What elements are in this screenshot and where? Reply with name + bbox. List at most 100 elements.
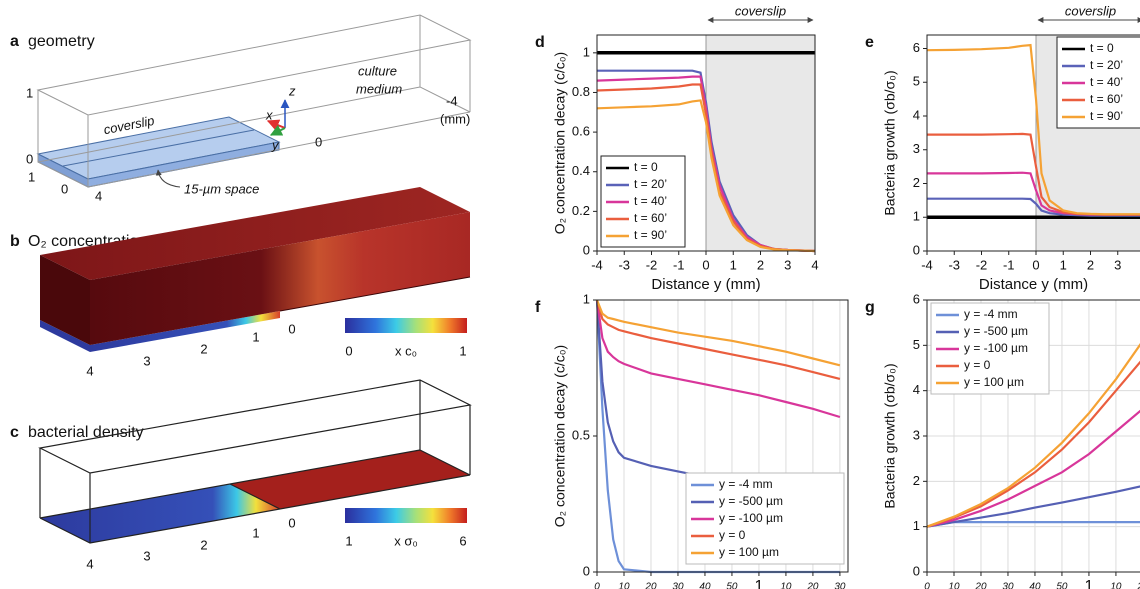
panel-letter: g: [865, 299, 875, 316]
y-tick-label: 3: [913, 427, 920, 442]
y-tick-label: 3: [913, 141, 920, 156]
x-tick-label: 0: [702, 257, 709, 272]
length-tick: 3: [143, 548, 150, 563]
domain-wireframe: [38, 379, 472, 544]
x-tick-label: 40: [699, 582, 711, 589]
x-tick-label: 30: [672, 582, 684, 589]
medium-label: culture: [358, 63, 397, 78]
length-tick: 1: [252, 329, 259, 344]
y-tick-label: 1: [913, 518, 920, 533]
x-tick-label: -3: [618, 257, 630, 272]
panel-letter: c: [10, 424, 19, 441]
colorbar: [345, 508, 467, 523]
x-tick-label: 20: [806, 582, 819, 589]
panel-letter: d: [535, 34, 545, 51]
gap-label: 15-µm space: [184, 181, 259, 196]
legend-label: y = -100 µm: [964, 341, 1028, 355]
coverslip-end: [40, 320, 90, 352]
y-tick-label: 5: [913, 337, 920, 352]
legend-label: y = -500 µm: [964, 324, 1028, 338]
legend-label: t = 60’: [1090, 92, 1123, 106]
length-tick: 1: [252, 525, 259, 540]
y-tick-label: 1: [583, 291, 590, 306]
annotation: coverslip: [1065, 3, 1116, 18]
x-tick-label: 10: [948, 582, 960, 589]
x-tick-label: 4: [811, 257, 818, 272]
box-front: [90, 212, 470, 345]
legend-label: t = 20’: [1090, 58, 1123, 72]
series-line: [596, 99, 816, 253]
x-axis-label: Distance y (mm): [651, 276, 760, 293]
floor-density: [40, 484, 280, 543]
y-tick-label: 1: [583, 44, 590, 59]
colorbar-max: 1: [459, 343, 466, 358]
legend-label: t = 0: [634, 160, 658, 174]
legend-label: t = 20’: [634, 177, 667, 191]
length-tick: 4: [86, 556, 93, 571]
x-tick-label: 40: [1029, 582, 1041, 589]
x-tick-label: 10: [618, 582, 630, 589]
x-tick-label: 20: [974, 582, 987, 589]
length-tick: 0: [288, 515, 295, 530]
series-line: [926, 43, 1140, 216]
y-axis-label: O₂ concentration decay (c/c₀): [552, 52, 568, 234]
x-tick-label: 20: [1136, 582, 1140, 589]
x-tick-label: 10: [780, 582, 792, 589]
colorbar-max: 6: [459, 533, 466, 548]
x-tick-label: 1: [1060, 257, 1067, 272]
legend-label: y = 100 µm: [719, 545, 779, 559]
legend-label: y = -4 mm: [719, 477, 773, 491]
length-tick: 0: [288, 321, 295, 336]
length-tick: 2: [200, 341, 207, 356]
y-tick-label: 0: [583, 563, 590, 578]
x-tick-label: 30: [1002, 582, 1014, 589]
panel-title: bacterial density: [28, 424, 144, 441]
length-tick: -4: [446, 93, 458, 108]
x-tick-label: 20: [644, 582, 657, 589]
box-top: [40, 187, 470, 280]
legend-label: y = 0: [964, 358, 991, 372]
y-tick-label: 4: [913, 382, 920, 397]
x-tick-label: 3: [784, 257, 791, 272]
x-axis-label: Distance y (mm): [979, 276, 1088, 293]
y-axis-label: O₂ concentration decay (c/c₀): [552, 345, 568, 527]
legend-label: t = 0: [1090, 41, 1114, 55]
height-tick: 0: [26, 151, 33, 166]
panel-letter: b: [10, 233, 20, 250]
series-line: [595, 299, 841, 380]
series-line: [595, 299, 841, 367]
y-axis-label: Bacteria growth (σb/σ₀): [882, 363, 898, 508]
y-tick-label: 0.8: [572, 84, 590, 99]
x-tick-label: 30: [834, 582, 846, 589]
x-tick-label: -2: [976, 257, 988, 272]
length-tick: 4: [86, 363, 93, 378]
series-line: [926, 343, 1140, 528]
x-tick-label: -1: [673, 257, 685, 272]
x-tick-label: 1: [754, 578, 763, 589]
x-tick-label: 2: [757, 257, 764, 272]
y-tick-label: 0: [913, 563, 920, 578]
panel-letter: a: [10, 33, 19, 50]
width-tick: 0: [61, 181, 68, 196]
series-line: [926, 485, 1140, 528]
y-tick-label: 0.4: [572, 163, 590, 178]
x-tick-label: 50: [1056, 582, 1068, 589]
legend-label: t = 40’: [1090, 75, 1123, 89]
series-line: [595, 299, 841, 419]
legend-label: y = -100 µm: [719, 511, 783, 525]
pointer: [155, 169, 181, 188]
box-edge: [279, 276, 471, 312]
y-tick-label: 0.5: [572, 427, 590, 442]
length-tick: 0: [315, 134, 322, 149]
width-tick: 1: [28, 169, 35, 184]
legend-label: y = -500 µm: [719, 494, 783, 508]
x-tick-label: -4: [591, 257, 603, 272]
series-line: [926, 409, 1140, 528]
y-tick-label: 0.2: [572, 203, 590, 218]
series-line: [926, 520, 1140, 528]
y-tick-label: 2: [913, 473, 920, 488]
height-tick: 1: [26, 85, 33, 100]
colorbar: [345, 318, 467, 333]
x-tick-label: 10: [1110, 582, 1122, 589]
